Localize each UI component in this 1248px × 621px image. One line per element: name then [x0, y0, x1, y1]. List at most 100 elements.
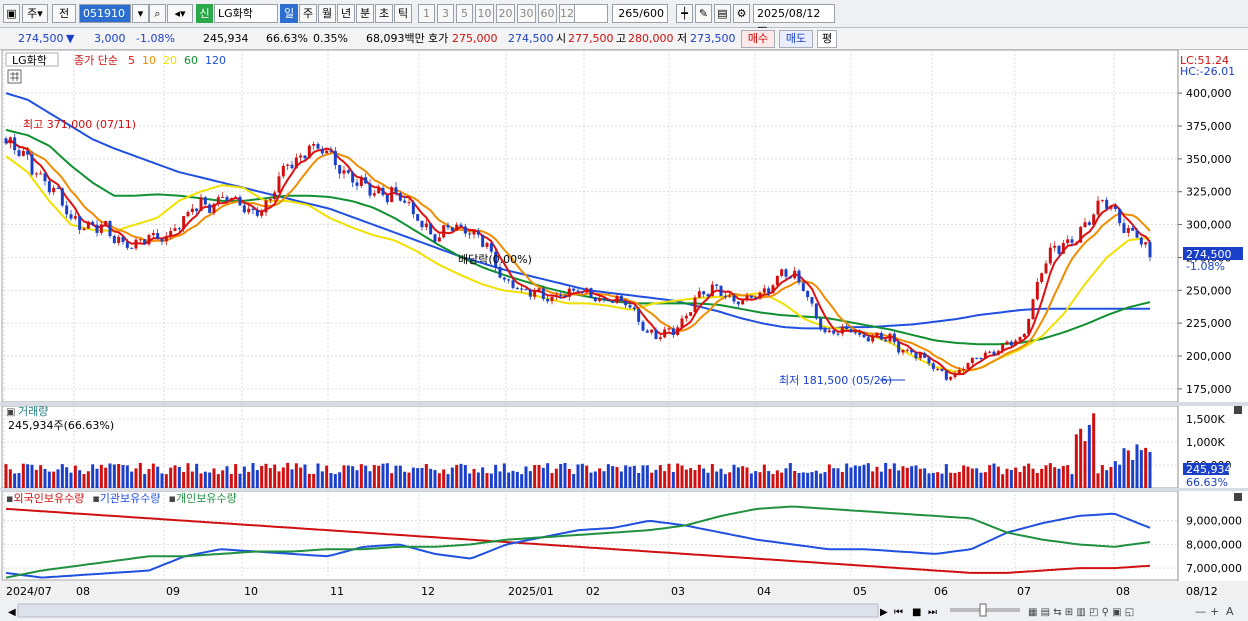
draw-tools-icon[interactable]: ✎ — [695, 4, 712, 23]
period-button-2[interactable]: 월 — [318, 4, 336, 23]
candle — [845, 326, 849, 330]
candle — [598, 298, 602, 302]
volume-bar — [1074, 434, 1078, 488]
candle — [1135, 230, 1139, 238]
volume-bar — [637, 472, 641, 488]
candle — [459, 224, 463, 227]
volume-bar — [1122, 448, 1126, 488]
interval-button-30[interactable]: 30 — [517, 4, 536, 23]
candle — [281, 165, 285, 177]
hc-label: HC:-26.01 — [1180, 65, 1235, 78]
candle — [615, 295, 619, 303]
gear-icon[interactable]: ⚙ — [733, 4, 750, 23]
period-button-4[interactable]: 분 — [356, 4, 374, 23]
market-select[interactable]: 주▾ — [22, 4, 48, 23]
date-field[interactable]: 2025/08/12 ▦ — [753, 4, 835, 37]
open-price: 277,500 — [568, 32, 614, 45]
volume-bar — [151, 463, 155, 488]
volume-bar — [680, 465, 684, 488]
count-field[interactable]: 265/600 — [612, 4, 668, 23]
eval-button[interactable]: 평 — [817, 30, 837, 48]
current-price: 274,500 — [18, 32, 64, 45]
period-button-5[interactable]: 초 — [375, 4, 393, 23]
interval-button-10[interactable]: 10 — [475, 4, 494, 23]
candle-icon[interactable]: ┿ — [676, 4, 693, 23]
candle — [606, 300, 610, 302]
candle — [268, 199, 272, 201]
stock-chart[interactable]: 2024/07 08 09 10 11 12 2025/01 02 03 04 05 06 07 08 08… — [0, 50, 1248, 621]
candle — [73, 216, 77, 219]
candle — [905, 349, 909, 351]
volume-bar — [988, 465, 992, 488]
sell-button[interactable]: 매도 — [779, 30, 813, 48]
candle — [199, 197, 203, 211]
ma-legend-120: 120 — [205, 54, 226, 67]
ma-label: 종가 단순 — [74, 54, 118, 67]
candle — [1031, 299, 1035, 320]
code-dropdown-icon[interactable]: ▾ — [132, 4, 149, 23]
speaker-icon[interactable]: ◂▾ — [167, 4, 193, 23]
volume-bar — [1105, 470, 1109, 488]
candle — [225, 196, 229, 201]
x-tick-label-14: 08/12 — [1186, 585, 1218, 598]
volume-bar — [312, 473, 316, 488]
candle — [728, 295, 732, 297]
candle — [944, 370, 948, 380]
candle — [203, 197, 207, 205]
stock-code-input[interactable]: 051910 — [79, 4, 131, 23]
current-price-tag: 274,500 — [1186, 248, 1232, 261]
candle — [1040, 273, 1044, 283]
period-button-6[interactable]: 틱 — [394, 4, 412, 23]
ma-legend-10: 10 — [142, 54, 156, 67]
candle — [585, 288, 589, 293]
volume-bar — [39, 465, 43, 488]
candle — [442, 225, 446, 238]
custom-interval-input[interactable] — [574, 4, 608, 23]
candle — [468, 233, 472, 235]
candle — [524, 288, 528, 290]
high-label: 고 — [616, 32, 627, 45]
candle — [1022, 333, 1026, 338]
volume-bar — [1018, 472, 1022, 488]
volume-bar — [1092, 413, 1096, 488]
volume-bar — [60, 464, 64, 488]
volume-bar — [511, 470, 515, 488]
candle — [858, 332, 862, 335]
candle — [359, 177, 363, 186]
volume-bar — [463, 465, 467, 488]
interval-button-20[interactable]: 20 — [496, 4, 515, 23]
candle — [927, 357, 931, 364]
holding-line-기관보유수량 — [5, 512, 1151, 579]
buy-button[interactable]: 매수 — [741, 30, 775, 48]
volume-bar — [1040, 468, 1044, 488]
volume-bar — [975, 468, 979, 488]
candle — [8, 137, 12, 144]
candle — [1139, 237, 1143, 245]
candle — [130, 247, 134, 249]
all-select[interactable]: 전 — [52, 4, 76, 23]
period-button-3[interactable]: 년 — [337, 4, 355, 23]
candle — [806, 290, 810, 298]
candle — [1066, 239, 1070, 244]
candle — [996, 351, 1000, 355]
search-icon[interactable]: ⌕ — [149, 4, 166, 23]
volume-bar — [853, 465, 857, 488]
candle — [580, 291, 584, 293]
interval-button-3[interactable]: 3 — [437, 4, 454, 23]
price-panel — [4, 92, 1152, 382]
interval-button-60[interactable]: 60 — [538, 4, 557, 23]
stock-name-field[interactable]: LG화학 — [214, 4, 278, 23]
volume-bar — [69, 472, 73, 488]
interval-button-5[interactable]: 5 — [456, 4, 473, 23]
candle — [342, 170, 346, 174]
period-button-0[interactable]: 일 — [280, 4, 298, 23]
save-icon[interactable]: ▤ — [714, 4, 731, 23]
interval-button-1[interactable]: 1 — [418, 4, 435, 23]
window-icon[interactable]: ▣ — [3, 4, 20, 23]
volume-bar — [138, 462, 142, 488]
volume-bar — [208, 472, 212, 488]
candle — [390, 187, 394, 203]
volume-bar — [91, 464, 95, 488]
candle — [901, 349, 905, 353]
period-button-1[interactable]: 주 — [299, 4, 317, 23]
